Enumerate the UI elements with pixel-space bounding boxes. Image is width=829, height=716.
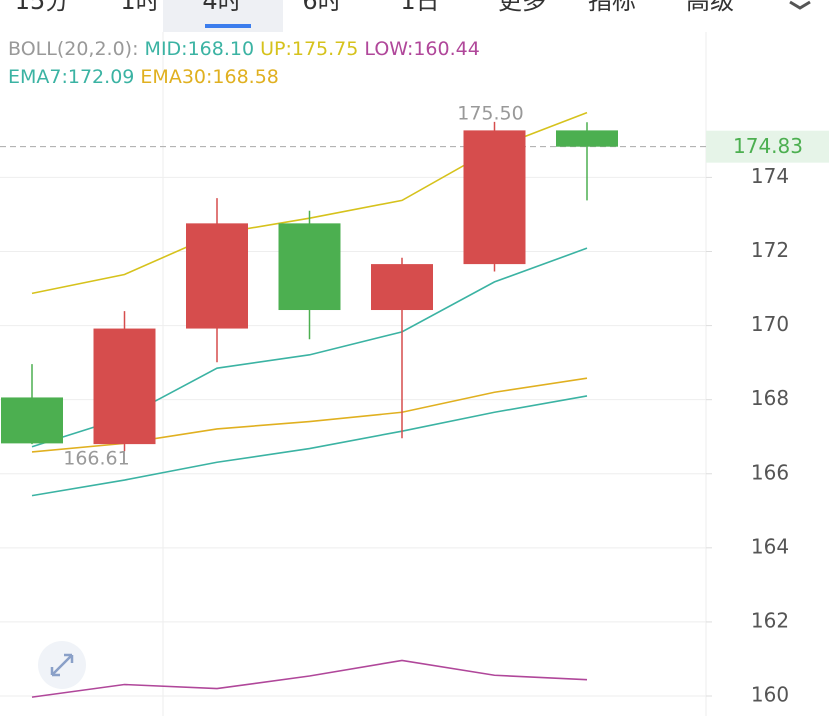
legend-entry: EMA7:172.09 (8, 66, 134, 88)
last-price-tag (706, 130, 829, 163)
legend-row: BOLL(20,2.0): MID:168.10 UP:175.75 LOW:1… (8, 38, 480, 60)
legend-row: EMA7:172.09 EMA30:168.58 (8, 66, 279, 88)
y-tick-label: 164 (751, 534, 789, 558)
candle-body (1, 397, 63, 444)
tab[interactable]: 指标 (588, 0, 636, 15)
expand-icon (50, 653, 74, 677)
y-tick-label: 162 (751, 608, 789, 632)
y-tick-label: 160 (751, 682, 789, 706)
tab[interactable]: 4时 (202, 0, 241, 15)
y-tick-label: 172 (751, 238, 789, 262)
legend-entry: LOW:160.44 (364, 38, 479, 60)
candle-body (186, 223, 248, 329)
tab[interactable]: 高级 (686, 0, 734, 15)
selected-tab-indicator (205, 24, 251, 28)
last-price-label: 174.83 (733, 134, 803, 158)
tab[interactable]: 15分 (15, 0, 70, 15)
candle-body (556, 130, 618, 147)
tab[interactable]: 1时 (120, 0, 159, 15)
settings-icon (789, 0, 811, 10)
y-tick-label: 174 (751, 164, 789, 188)
candle-body (93, 328, 156, 445)
legend-entry: BOLL(20,2.0): (8, 38, 139, 60)
tab[interactable]: 更多 (498, 0, 546, 15)
legend-entry: MID:168.10 (145, 38, 255, 60)
y-tick-label: 170 (751, 312, 789, 336)
indicator-line (31, 395, 588, 497)
tab[interactable]: 6时 (302, 0, 341, 15)
extreme-label: 166.61 (63, 448, 129, 470)
indicator-line (31, 659, 588, 698)
candle-body (371, 264, 433, 311)
y-tick-label: 166 (751, 460, 789, 484)
legend-entry: EMA30:168.58 (140, 66, 278, 88)
tab[interactable]: 1日 (400, 0, 439, 15)
candle-body (463, 130, 526, 265)
y-tick-label: 168 (751, 386, 789, 410)
candle-body (278, 223, 341, 311)
extreme-label: 175.50 (457, 102, 523, 124)
legend-entry: UP:175.75 (260, 38, 358, 60)
